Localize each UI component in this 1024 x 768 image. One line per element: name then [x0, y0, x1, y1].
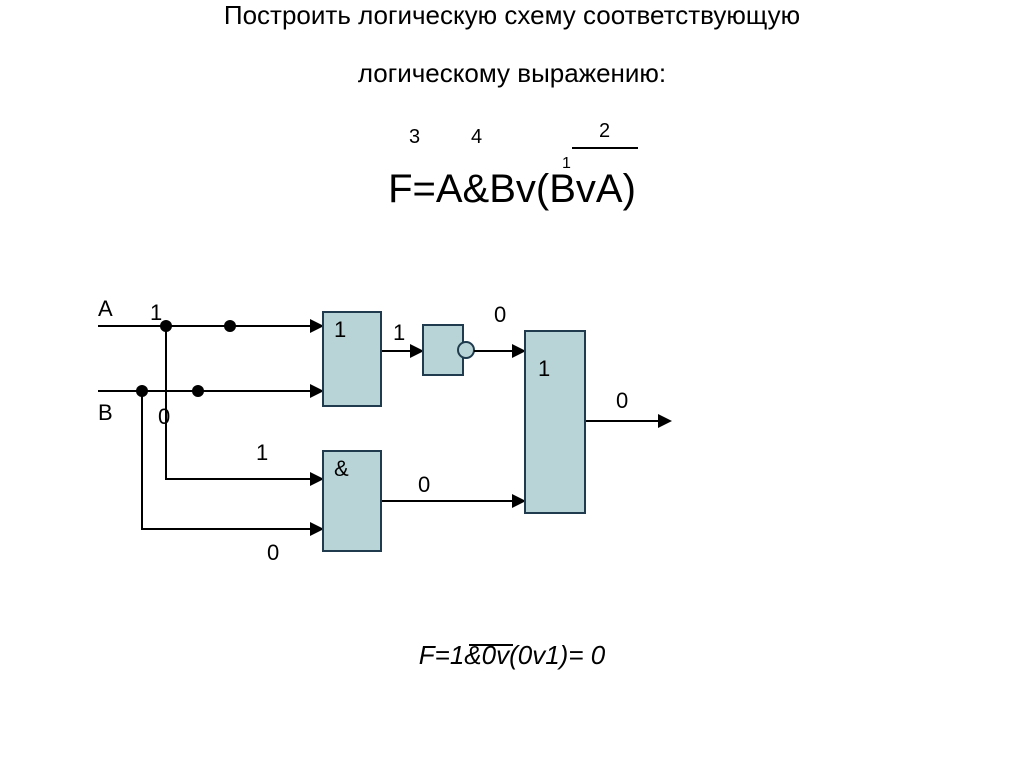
tap-A2-value: 1 [256, 440, 268, 466]
input-A-label: A [98, 296, 113, 322]
wire-B-down [141, 390, 143, 528]
sup-3: 3 [409, 126, 420, 149]
gate-or2-label: 1 [538, 356, 550, 382]
wire-A-to-and [165, 478, 322, 480]
final-out-value: 0 [616, 388, 628, 414]
title-line2: логическому выражению: [0, 58, 1024, 89]
not-bubble [457, 341, 475, 359]
gate-or2: 1 [524, 330, 586, 514]
not-out-value: 0 [494, 302, 506, 328]
sup-2: 2 [599, 120, 610, 143]
result-overline [469, 644, 513, 646]
wire-B [98, 390, 322, 392]
wire-final-arrow [658, 414, 672, 428]
sup-4: 4 [471, 126, 482, 149]
gate-or1: 1 [322, 311, 382, 407]
gate-and: & [322, 450, 382, 552]
wire-A [98, 325, 322, 327]
expr-overline [572, 147, 638, 149]
wire-final-out [586, 420, 660, 422]
gate-or1-label: 1 [334, 317, 346, 343]
expression-text: F=A&Bv(BvA) [0, 167, 1024, 212]
gate-and-label: & [334, 456, 349, 482]
title-line1: Построить логическую схему соответствующ… [0, 0, 1024, 31]
input-B-label: B [98, 400, 113, 426]
wire-and-out [382, 500, 524, 502]
tap-B2-value: 0 [267, 540, 279, 566]
tap-B1 [192, 385, 204, 397]
tap-A1 [224, 320, 236, 332]
or1-out-value: 1 [393, 320, 405, 346]
diagram-stage: { "title": { "line1": "Построить логичес… [0, 0, 1024, 768]
wire-A-down [165, 325, 167, 478]
wire-B-to-and [141, 528, 322, 530]
and-out-value: 0 [418, 472, 430, 498]
